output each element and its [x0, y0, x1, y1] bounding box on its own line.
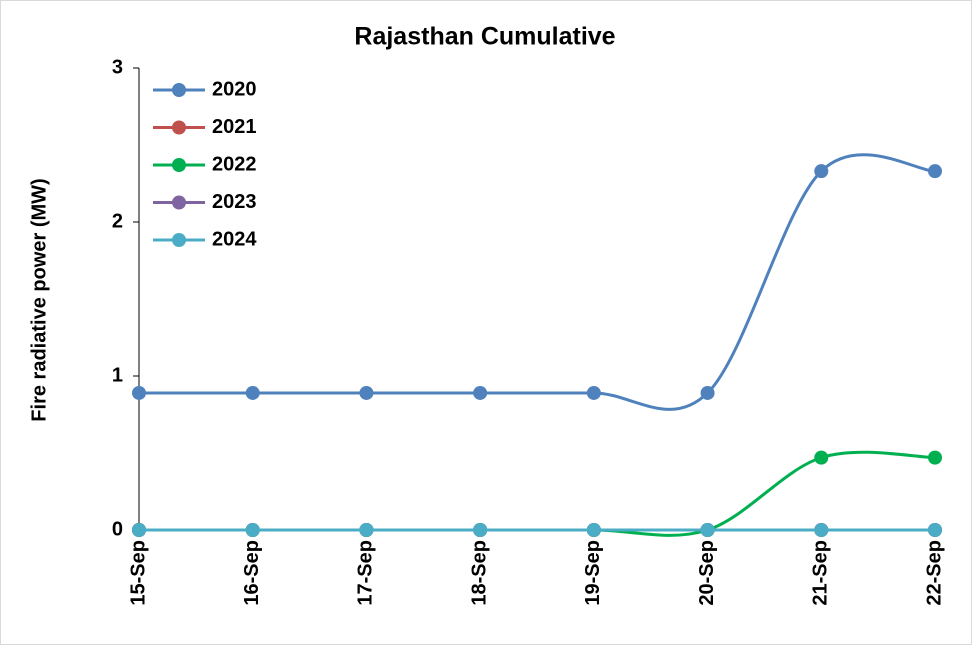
data-point [814, 523, 829, 537]
data-point [132, 385, 146, 400]
data-point [473, 385, 488, 400]
data-point [245, 523, 260, 537]
legend-marker [172, 233, 186, 247]
data-point [473, 523, 488, 537]
data-point [359, 385, 374, 400]
x-tick-label: 20-Sep [696, 540, 718, 606]
y-axis-title: Fire radiative power (MW) [28, 178, 50, 421]
x-tick-label: 22-Sep [923, 540, 945, 606]
legend-label: 2020 [212, 78, 257, 100]
legend-label: 2024 [212, 228, 257, 250]
data-point [928, 450, 942, 465]
legend-label: 2022 [212, 153, 257, 175]
legend-label: 2023 [212, 191, 257, 213]
data-point [814, 450, 829, 465]
x-tick-label: 17-Sep [355, 540, 377, 606]
legend-label: 2021 [212, 116, 257, 138]
data-point [132, 523, 146, 537]
y-tick-label: 3 [112, 56, 123, 78]
data-point [928, 164, 942, 179]
x-tick-label: 21-Sep [810, 540, 832, 606]
x-tick-label: 15-Sep [127, 540, 149, 606]
x-tick-label: 18-Sep [468, 540, 490, 606]
data-point [928, 523, 942, 537]
data-point [586, 523, 601, 537]
x-tick-label: 16-Sep [241, 540, 263, 606]
y-tick-label: 1 [112, 364, 123, 386]
chart-title: Rajasthan Cumulative [354, 23, 615, 51]
series-line [139, 153, 936, 411]
data-point [700, 523, 715, 537]
y-tick-label: 2 [112, 210, 123, 232]
data-point [814, 164, 829, 179]
legend-marker [172, 83, 186, 97]
data-point [359, 523, 374, 537]
data-point [700, 385, 715, 400]
legend-marker [172, 195, 186, 210]
data-point [586, 385, 601, 400]
legend-marker [172, 158, 186, 172]
y-tick-label: 0 [112, 518, 123, 540]
data-point [245, 385, 260, 400]
x-tick-label: 19-Sep [582, 540, 604, 606]
legend-marker [172, 120, 186, 135]
